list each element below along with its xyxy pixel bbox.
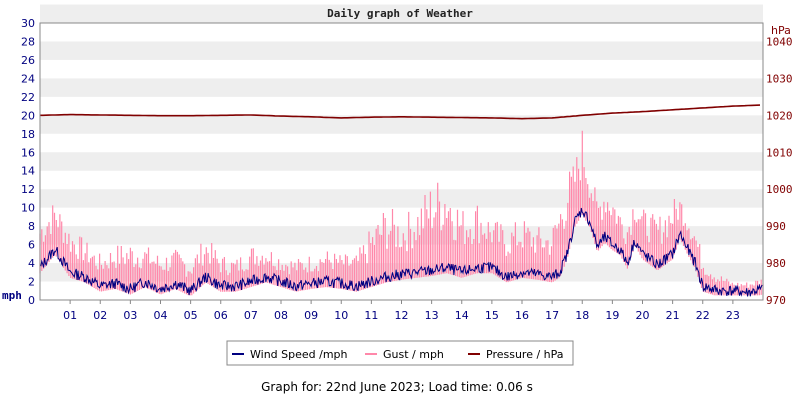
left-tick-label: 10 [21,202,35,215]
x-tick-label: 17 [545,309,559,322]
x-tick-label: 15 [485,309,499,322]
left-tick-label: 2 [28,276,35,289]
grid-band [40,115,763,134]
right-tick-label: 1010 [766,146,793,159]
x-tick-label: 12 [395,309,409,322]
right-tick-label: 1020 [766,109,793,122]
x-tick-label: 11 [364,309,378,322]
left-tick-label: 4 [28,257,35,270]
grid-band [40,189,763,208]
x-tick-label: 18 [575,309,589,322]
x-tick-label: 23 [726,309,740,322]
left-tick-label: 12 [21,183,35,196]
grid-band [40,152,763,171]
series-pressure-line [40,104,761,120]
left-tick-label: 24 [21,72,35,85]
grid-band [40,4,763,24]
right-tick-label: 980 [766,257,786,270]
x-tick-label: 06 [214,309,228,322]
left-tick-label: 28 [21,35,35,48]
left-tick-label: 0 [28,294,35,307]
x-axis-ticks: 01 02 03 04 05 06 07 08 09 10 11 12 13 14 15 16 17 18 19 20… [63,300,740,322]
x-tick-label: 10 [334,309,348,322]
x-tick-label: 03 [123,309,137,322]
x-tick-label: 13 [425,309,439,322]
x-tick-label: 19 [605,309,619,322]
chart-title: Daily graph of Weather [327,7,473,20]
legend-label: Wind Speed /mph [250,348,348,361]
plot-frame [39,22,764,301]
legend-label: Pressure / hPa [486,348,564,361]
right-tick-label: 990 [766,220,786,233]
left-tick-label: 6 [28,239,35,252]
x-tick-label: 21 [666,309,680,322]
left-tick-label: 14 [21,165,35,178]
left-axis-unit: mph [2,289,22,302]
left-tick-label: 26 [21,54,35,67]
left-tick-label: 8 [28,220,35,233]
grid-bands [40,4,763,282]
x-tick-label: 22 [696,309,710,322]
legend-label: Gust / mph [383,348,444,361]
right-tick-label: 1040 [766,35,793,48]
left-tick-label: 16 [21,146,35,159]
footer-text: Graph for: 22nd June 2023; Load time: 0.… [261,380,533,394]
right-axis-unit: hPa [771,24,791,37]
grid-band [40,41,763,60]
left-tick-label: 22 [21,91,35,104]
legend: Wind Speed /mph Gust / mph Pressure / hPa [226,340,574,366]
left-tick-label: 18 [21,128,35,141]
x-tick-label: 01 [63,309,77,322]
legend-box [226,340,574,366]
grid-band [40,78,763,97]
x-tick-label: 05 [184,309,198,322]
series-wind-line [39,207,763,297]
right-tick-label: 1030 [766,72,793,85]
right-axis-ticks: 970 980 990 1000 1010 1020 1030 1040 [766,35,793,307]
right-tick-label: 1000 [766,183,793,196]
x-tick-label: 02 [93,309,107,322]
grid-band [40,226,763,245]
left-tick-label: 30 [21,17,35,30]
right-tick-label: 970 [766,294,786,307]
x-tick-label: 07 [244,309,258,322]
x-tick-label: 04 [154,309,168,322]
x-tick-label: 16 [515,309,529,322]
x-tick-label: 09 [304,309,318,322]
x-tick-label: 20 [636,309,650,322]
x-tick-label: 14 [455,309,469,322]
left-tick-label: 20 [21,109,35,122]
x-tick-label: 08 [274,309,288,322]
